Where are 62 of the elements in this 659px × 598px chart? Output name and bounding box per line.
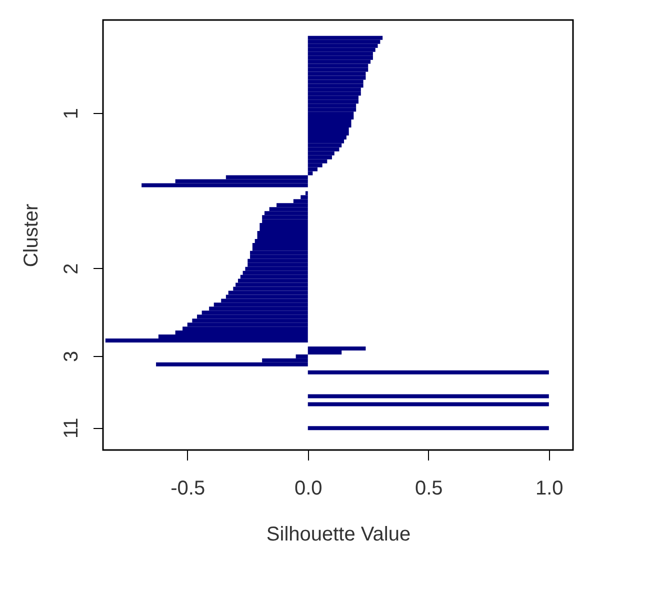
- bar: [308, 48, 376, 52]
- bar: [308, 147, 340, 152]
- bar: [308, 92, 361, 96]
- bar: [308, 64, 368, 68]
- y-axis-title: Cluster: [20, 203, 42, 268]
- bar: [308, 80, 364, 84]
- bar: [252, 246, 308, 251]
- bar: [245, 266, 308, 271]
- bar: [264, 211, 308, 216]
- bar: [308, 96, 358, 100]
- bar: [156, 362, 308, 366]
- y-tick-label: 3: [60, 350, 82, 362]
- bar: [260, 223, 308, 228]
- bar: [236, 282, 308, 287]
- bar: [308, 139, 344, 144]
- bar: [308, 155, 332, 160]
- bar: [250, 254, 308, 259]
- bar: [308, 100, 358, 104]
- bar: [262, 215, 308, 220]
- bar: [308, 44, 378, 48]
- bar: [308, 56, 373, 60]
- bar: [262, 219, 308, 224]
- bar: [308, 36, 383, 40]
- bar: [238, 278, 308, 283]
- bar: [240, 274, 308, 279]
- bar: [142, 183, 308, 188]
- bar: [308, 108, 356, 112]
- bar: [250, 250, 308, 255]
- bar: [248, 258, 308, 263]
- bar: [260, 227, 308, 232]
- bar: [254, 238, 308, 243]
- bar: [248, 262, 308, 267]
- bar: [242, 270, 308, 275]
- y-tick-label: 11: [60, 418, 82, 438]
- bar: [308, 112, 354, 116]
- y-tick-label: 1: [60, 108, 82, 120]
- x-axis-title: Silhouette Value: [266, 524, 411, 546]
- bar: [308, 116, 354, 120]
- bar: [228, 290, 308, 295]
- bar: [308, 143, 342, 148]
- bar: [308, 426, 549, 430]
- x-tick-label: 0.5: [414, 478, 443, 500]
- bar: [308, 88, 361, 92]
- bar: [308, 402, 549, 406]
- bar: [308, 84, 364, 88]
- bar: [308, 68, 368, 72]
- y-tick-label: 2: [60, 263, 82, 274]
- x-tick-label: 0.0: [294, 478, 322, 500]
- bar: [308, 40, 380, 44]
- bar: [308, 104, 356, 108]
- bar: [252, 242, 308, 247]
- bar: [308, 120, 352, 124]
- x-tick-label: 1.0: [535, 478, 564, 500]
- bar: [308, 60, 371, 64]
- bar: [308, 370, 549, 374]
- bar: [308, 131, 349, 136]
- bar: [105, 338, 308, 342]
- bar: [308, 346, 366, 350]
- bar: [308, 76, 366, 80]
- x-tick-label: -0.5: [170, 478, 206, 500]
- bar: [308, 52, 373, 56]
- bar: [308, 135, 346, 140]
